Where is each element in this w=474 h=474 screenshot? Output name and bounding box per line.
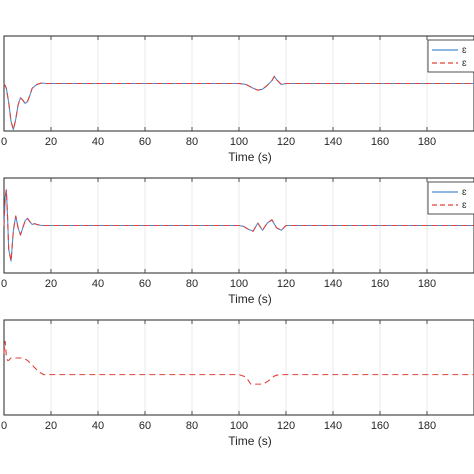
x-tick-label: 120 — [277, 420, 295, 432]
series-line-dashed — [3, 340, 474, 385]
legend-entry-1: ɛ — [462, 187, 467, 198]
x-tick-label: 180 — [418, 420, 436, 432]
x-tick-label: 60 — [139, 136, 151, 148]
series-lines — [3, 189, 474, 262]
x-tick-label: 20 — [45, 136, 57, 148]
x-axis-ticks: 0 20 40 60 80 100 120 140 160 180 — [1, 178, 436, 290]
legend-box — [427, 39, 474, 73]
x-tick-label: 0 — [1, 278, 7, 290]
x-tick-label: 140 — [324, 278, 342, 290]
x-tick-label: 60 — [139, 278, 151, 290]
x-tick-label: 80 — [186, 278, 198, 290]
x-axis-label: Time (s) — [228, 292, 272, 306]
x-tick-label: 140 — [324, 420, 342, 432]
series-line-dashed — [3, 75, 474, 131]
x-tick-label: 60 — [139, 420, 151, 432]
x-tick-label: 160 — [371, 136, 389, 148]
series-lines — [3, 340, 474, 385]
legend-box — [427, 181, 474, 215]
series-line-dashed — [3, 189, 474, 262]
x-axis-ticks: 0 20 40 60 80 100 120 140 160 180 — [1, 36, 436, 148]
x-tick-label: 20 — [45, 420, 57, 432]
x-tick-label: 100 — [230, 420, 248, 432]
x-tick-label: 180 — [418, 136, 436, 148]
series-lines — [3, 75, 474, 131]
x-tick-label: 0 — [1, 136, 7, 148]
x-tick-label: 120 — [277, 278, 295, 290]
x-tick-label: 120 — [277, 136, 295, 148]
x-tick-label: 100 — [230, 278, 248, 290]
x-tick-label: 0 — [1, 420, 7, 432]
x-tick-label: 180 — [418, 278, 436, 290]
x-axis-label: Time (s) — [228, 434, 272, 448]
x-tick-label: 40 — [92, 420, 104, 432]
x-tick-label: 100 — [230, 136, 248, 148]
legend-entry-2: ɛ — [462, 200, 467, 211]
legend: ɛ ɛ — [427, 181, 474, 215]
x-axis-label: Time (s) — [228, 150, 272, 164]
legend-entry-1: ɛ — [462, 45, 467, 56]
x-tick-label: 40 — [92, 278, 104, 290]
x-tick-label: 160 — [371, 278, 389, 290]
legend: ɛ ɛ — [427, 39, 474, 73]
legend-entry-2: ɛ — [462, 58, 467, 69]
x-axis-ticks: 0 20 40 60 80 100 120 140 160 180 — [1, 320, 436, 432]
x-tick-label: 140 — [324, 136, 342, 148]
chart-panel-bottom: 0 20 40 60 80 100 120 140 160 180 Time (s) — [1, 319, 474, 448]
chart-panel-top: 0 20 40 60 80 100 120 140 160 180 Time (s) ɛ ɛ — [1, 35, 474, 164]
x-tick-label: 80 — [186, 420, 198, 432]
chart-panel-middle: 0 20 40 60 80 100 120 140 160 180 Time (s) ɛ ɛ — [1, 177, 474, 306]
x-tick-label: 40 — [92, 136, 104, 148]
x-tick-label: 160 — [371, 420, 389, 432]
x-tick-label: 20 — [45, 278, 57, 290]
gridlines — [50, 320, 428, 415]
x-tick-label: 80 — [186, 136, 198, 148]
